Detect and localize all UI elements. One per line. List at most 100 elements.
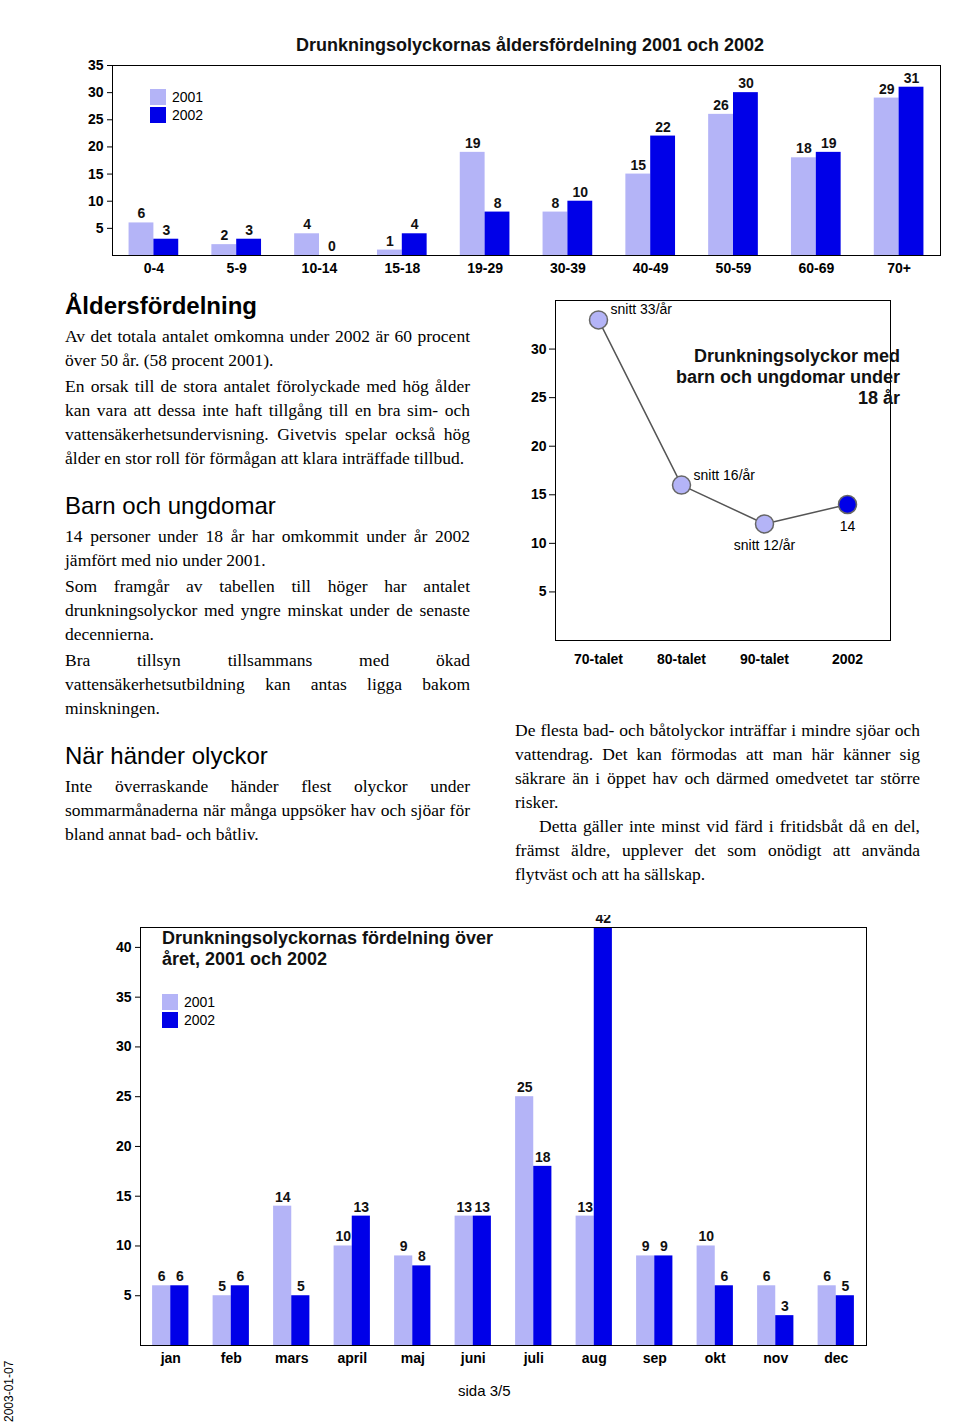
svg-text:14: 14 [840,518,856,534]
svg-text:25: 25 [531,389,547,405]
svg-text:2: 2 [220,227,228,243]
svg-text:juni: juni [460,1350,486,1366]
svg-text:19: 19 [465,135,481,151]
svg-text:3: 3 [781,1298,789,1314]
svg-text:10-14: 10-14 [302,260,338,276]
svg-text:30: 30 [738,75,754,91]
svg-text:60-69: 60-69 [798,260,834,276]
svg-text:10: 10 [573,184,589,200]
svg-text:0-4: 0-4 [144,260,164,276]
svg-text:10: 10 [335,1228,351,1244]
svg-text:sep: sep [643,1350,667,1366]
svg-text:80-talet: 80-talet [657,651,706,667]
svg-text:9: 9 [642,1238,650,1254]
svg-text:0: 0 [328,238,336,254]
svg-text:3: 3 [245,222,253,238]
svg-text:15: 15 [630,157,646,173]
svg-text:4: 4 [303,216,311,232]
svg-text:5: 5 [124,1287,132,1303]
svg-text:april: april [337,1350,367,1366]
svg-text:snitt 16/år: snitt 16/år [694,467,756,483]
svg-text:40: 40 [116,939,132,955]
html-text:Som framgår av tabellen till h: Som framgår av tabellen till höger har a… [65,576,470,644]
svg-text:8: 8 [552,195,560,211]
svg-text:6: 6 [138,205,146,221]
svg-text:6: 6 [176,1268,184,1284]
svg-text:20: 20 [88,138,104,154]
svg-text:25: 25 [116,1088,132,1104]
svg-text:10: 10 [88,193,104,209]
svg-text:19-29: 19-29 [467,260,503,276]
svg-text:3: 3 [162,222,170,238]
svg-text:13: 13 [577,1199,593,1215]
svg-text:20: 20 [116,1138,132,1154]
svg-text:jan: jan [160,1350,181,1366]
svg-text:9: 9 [400,1238,408,1254]
svg-text:8: 8 [494,195,502,211]
svg-text:42: 42 [596,915,612,926]
svg-text:6: 6 [763,1268,771,1284]
svg-text:35: 35 [88,60,104,73]
svg-text:20: 20 [531,438,547,454]
svg-text:30: 30 [116,1038,132,1054]
svg-text:15-18: 15-18 [384,260,420,276]
svg-text:19: 19 [821,135,837,151]
svg-text:15: 15 [116,1188,132,1204]
svg-text:13: 13 [475,1199,491,1215]
svg-text:6: 6 [823,1268,831,1284]
svg-text:6: 6 [236,1268,244,1284]
svg-text:30: 30 [88,84,104,100]
svg-text:snitt 33/år: snitt 33/år [611,301,673,317]
svg-text:10: 10 [116,1237,132,1253]
svg-text:15: 15 [88,166,104,182]
svg-text:50-59: 50-59 [716,260,752,276]
svg-text:5-9: 5-9 [227,260,247,276]
svg-text:22: 22 [655,119,671,135]
svg-text:5: 5 [539,583,547,599]
html-text:De flesta bad- och båtolyckor: De flesta bad- och båtolyckor inträffar … [515,720,920,812]
svg-text:29: 29 [879,81,895,97]
svg-text:13: 13 [456,1199,472,1215]
html-text:Bra tillsyn tillsammans med ök: Bra tillsyn tillsammans med ökad vattens… [65,650,470,718]
svg-text:dec: dec [824,1350,848,1366]
svg-text:nov: nov [763,1350,788,1366]
svg-text:1: 1 [386,233,394,249]
svg-text:25: 25 [88,111,104,127]
svg-text:10: 10 [531,535,547,551]
svg-text:8: 8 [418,1248,426,1264]
svg-text:26: 26 [713,97,729,113]
svg-text:5: 5 [841,1278,849,1294]
svg-text:4: 4 [411,216,419,232]
svg-text:feb: feb [221,1350,242,1366]
svg-text:40-49: 40-49 [633,260,669,276]
svg-text:70+: 70+ [887,260,911,276]
svg-text:maj: maj [401,1350,425,1366]
svg-text:5: 5 [96,220,104,236]
svg-text:aug: aug [582,1350,607,1366]
svg-text:10: 10 [698,1228,714,1244]
svg-text:70-talet: 70-talet [574,651,623,667]
svg-text:6: 6 [720,1268,728,1284]
svg-text:13: 13 [354,1199,370,1215]
svg-text:6: 6 [158,1268,166,1284]
svg-text:okt: okt [705,1350,726,1366]
svg-text:snitt 12/år: snitt 12/år [734,537,796,553]
svg-text:5: 5 [218,1278,226,1294]
svg-text:90-talet: 90-talet [740,651,789,667]
svg-text:14: 14 [275,1189,291,1205]
svg-text:5: 5 [297,1278,305,1294]
svg-text:mars: mars [275,1350,309,1366]
svg-text:18: 18 [796,140,812,156]
svg-text:25: 25 [517,1079,533,1095]
svg-text:juli: juli [523,1350,544,1366]
svg-text:30: 30 [531,341,547,357]
svg-text:9: 9 [660,1238,668,1254]
svg-text:18: 18 [535,1149,551,1165]
svg-text:30-39: 30-39 [550,260,586,276]
svg-text:35: 35 [116,989,132,1005]
html-text:En orsak till de stora antalet: En orsak till de stora antalet förolycka… [65,376,470,468]
svg-text:15: 15 [531,486,547,502]
svg-text:2002: 2002 [832,651,863,667]
svg-text:31: 31 [904,70,920,86]
html-text:Inte överraskande händer flest: Inte överraskande händer flest olyckor u… [65,776,470,844]
